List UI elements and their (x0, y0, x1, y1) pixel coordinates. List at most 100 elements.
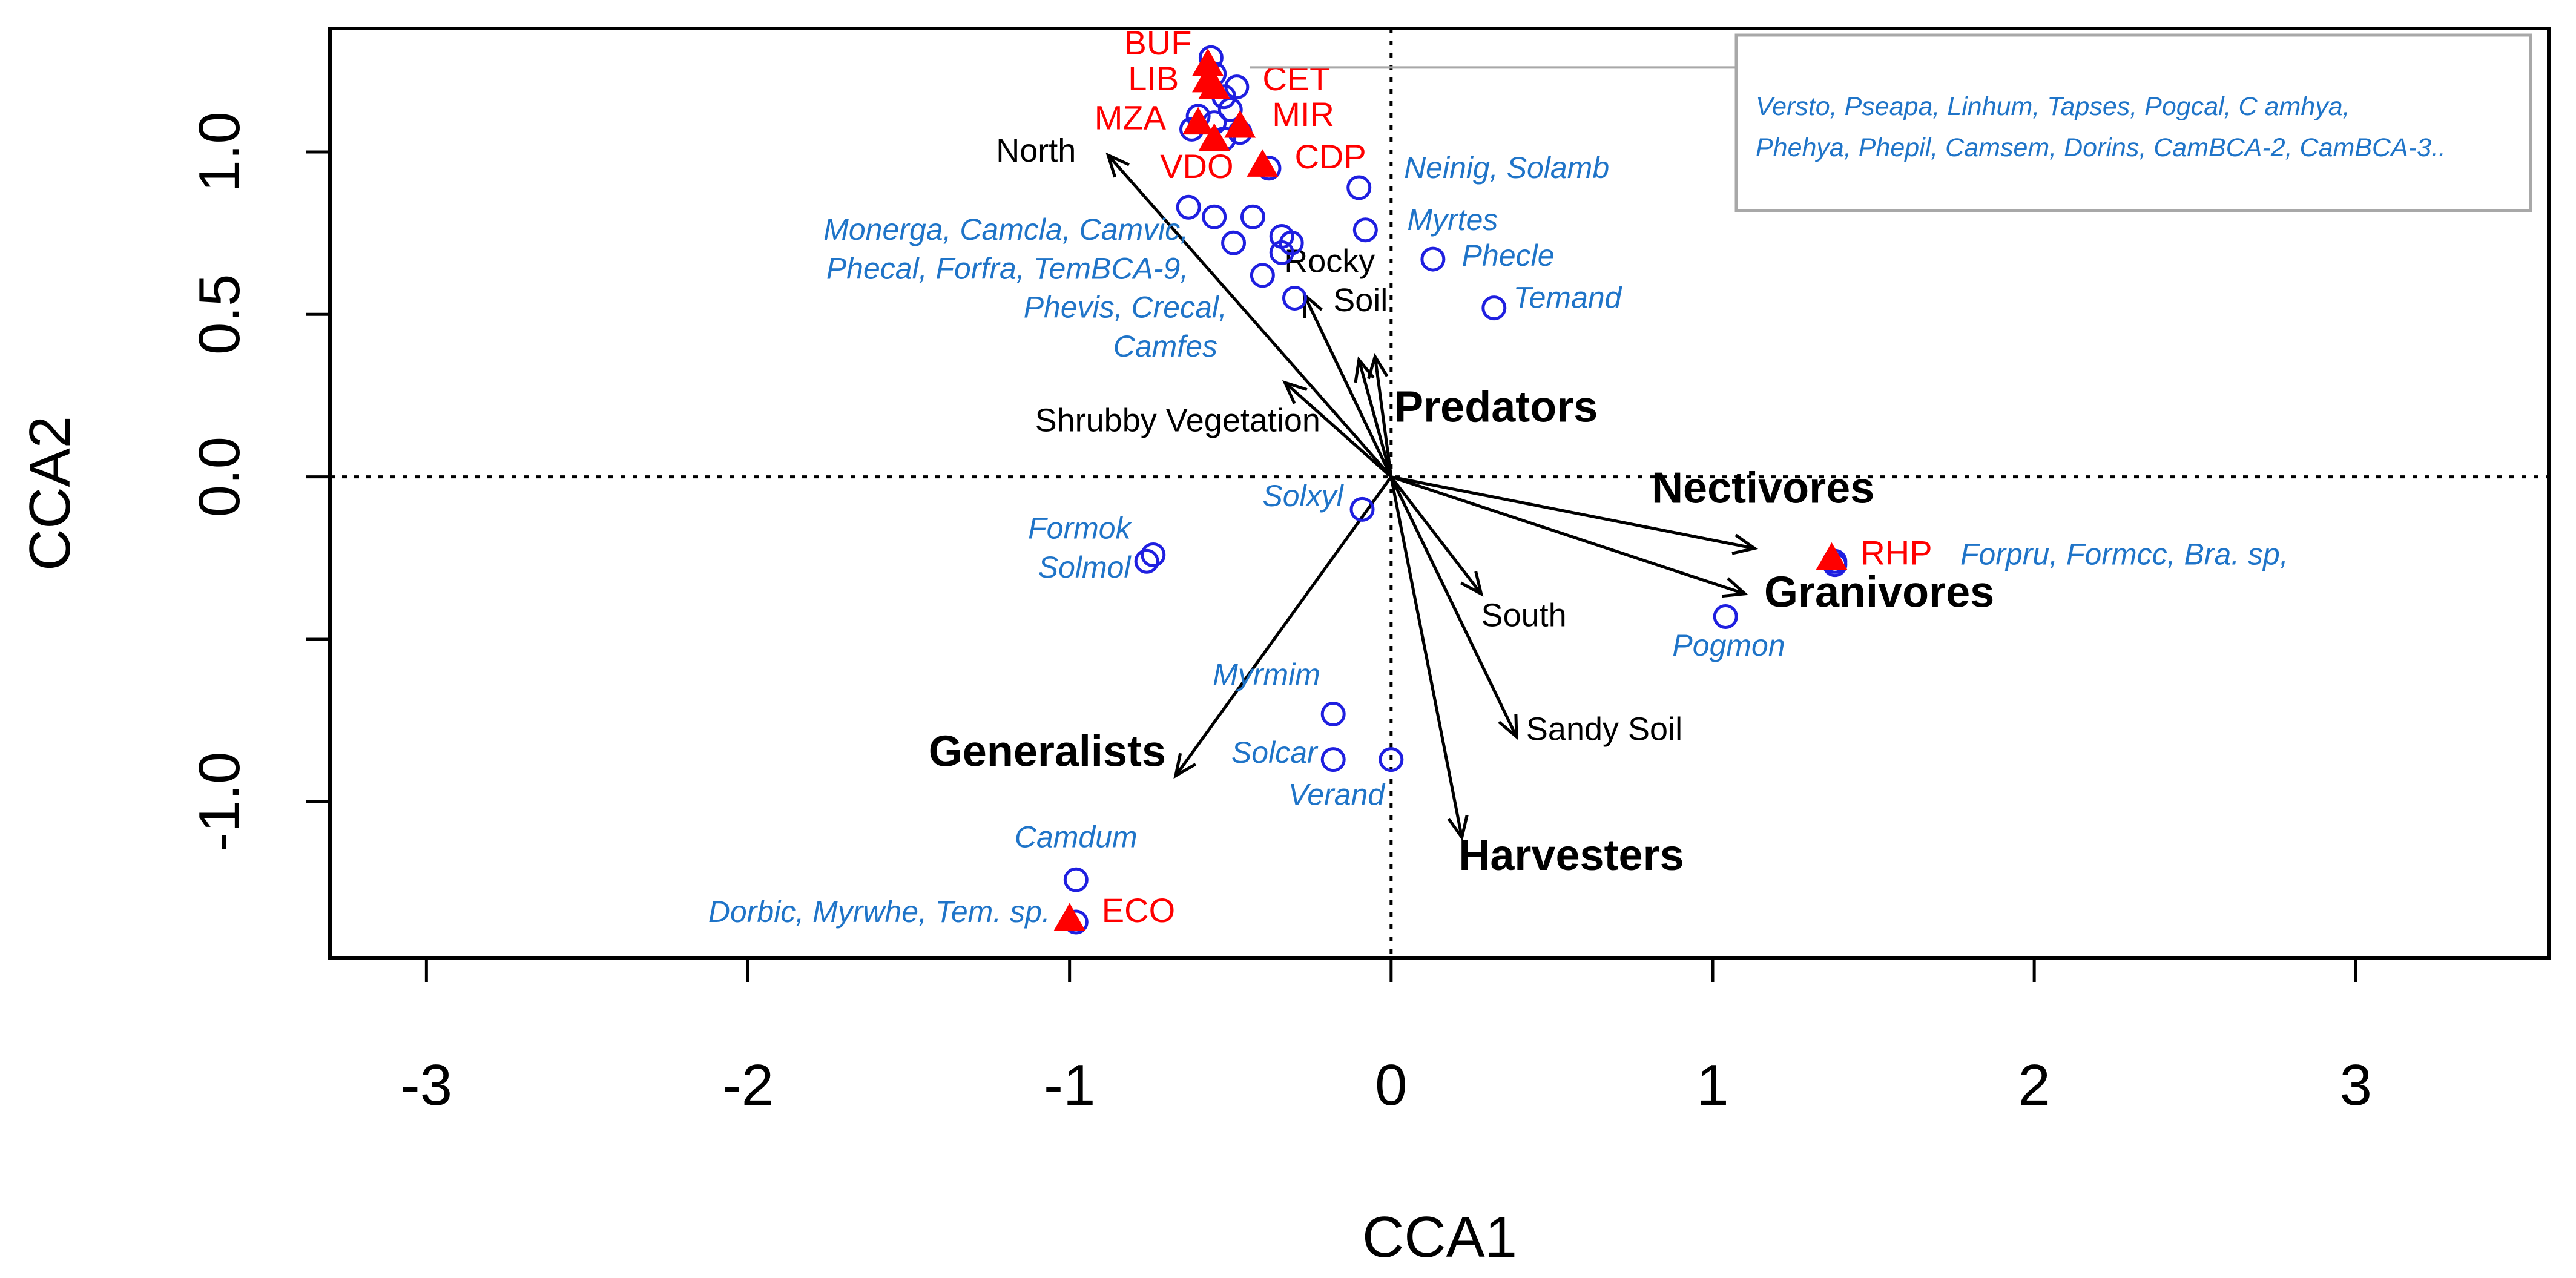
species-point (1250, 263, 1275, 288)
species-label: Forpru, Formcc, Bra. sp, (1960, 538, 2288, 571)
vector-label: North (996, 133, 1076, 169)
species-point (1379, 747, 1404, 772)
species-points (1063, 45, 1848, 935)
y-tick-label: 0.0 (187, 436, 252, 517)
species-point (1202, 204, 1227, 229)
legend-line: Versto, Pseapa, Linhum, Tapses, Pogcal, … (1756, 92, 2350, 121)
vector-label: Shrubby Vegetation (1035, 403, 1320, 439)
site-label: CET (1262, 59, 1330, 97)
axes: -3 -2 -1 0 1 2 3 -1.0 0.0 0.5 1.0 (187, 111, 2372, 1118)
arrow-head (1105, 152, 1130, 178)
site-label: LIB (1128, 59, 1179, 97)
species-legend-box: Versto, Pseapa, Linhum, Tapses, Pogcal, … (1250, 33, 2532, 212)
species-label: Neinig, Solamb (1404, 151, 1609, 185)
site-label: MZA (1095, 98, 1167, 136)
species-label: Myrtes (1407, 203, 1498, 237)
species-point (1282, 285, 1307, 311)
species-label: Myrmim (1213, 657, 1320, 691)
vector-label: Harvesters (1458, 831, 1684, 880)
arrow-head (1367, 353, 1389, 380)
species-label: Formok (1028, 512, 1132, 545)
site-point (1182, 107, 1214, 135)
x-tick-label: 2 (2018, 1053, 2050, 1118)
species-point (1349, 496, 1375, 522)
arrow-nectivores (1391, 475, 1755, 550)
x-axis-title: CCA1 (1362, 1205, 1517, 1270)
species-label: Dorbic, Myrwhe, Tem. sp. (708, 895, 1050, 929)
site-label: ECO (1102, 891, 1175, 929)
arrow-south (1389, 476, 1483, 595)
arrow-sandy-soil (1389, 476, 1518, 738)
species-point (1320, 701, 1346, 726)
arrow-north (1107, 154, 1392, 478)
x-tick-label: 3 (2340, 1053, 2372, 1118)
site-point (1192, 48, 1224, 76)
vector-label: Rocky (1284, 243, 1375, 280)
species-point (1420, 246, 1446, 272)
species-label: Monerga, Camcla, Camvic, (823, 212, 1188, 246)
x-tick-label: 1 (1696, 1053, 1728, 1118)
species-label: Phecal, Forfra, TemBCA-9, (826, 251, 1188, 285)
vector-label: Granivores (1764, 568, 1994, 616)
species-label: Phecle (1462, 239, 1555, 272)
arrow-head (1722, 577, 1748, 598)
species-point (1320, 747, 1346, 772)
species-label: Camdum (1015, 820, 1138, 854)
arrow-shrubby-vegetation (1283, 381, 1392, 478)
vector-label: Generalists (929, 727, 1166, 776)
site-point (1224, 110, 1256, 138)
arrow-head (1731, 533, 1759, 555)
site-label: MIR (1272, 95, 1334, 133)
vector-label: South (1481, 598, 1567, 634)
arrow-head (1282, 380, 1308, 404)
arrow-head (1460, 571, 1484, 597)
x-tick-label: 0 (1375, 1053, 1407, 1118)
site-point (1247, 149, 1279, 177)
species-label: Verand (1288, 778, 1386, 812)
vector-label: Predators (1394, 383, 1598, 431)
species-point (1481, 295, 1507, 321)
arrow-granivores (1391, 475, 1745, 596)
arrow-generalists (1174, 476, 1392, 777)
species-point (1346, 175, 1372, 200)
site-point (1053, 903, 1085, 931)
reference-lines (330, 28, 2549, 958)
x-tick-label: -1 (1044, 1053, 1095, 1118)
species-label: Phevis, Crecal, (1024, 291, 1227, 324)
species-label: Solmol (1038, 550, 1132, 584)
arrow-harvesters (1389, 476, 1464, 838)
species-point (1713, 604, 1738, 629)
species-point (1217, 97, 1243, 122)
species-point (1176, 194, 1201, 220)
arrow-rocky (1357, 359, 1393, 478)
species-label: Solcar (1231, 736, 1319, 769)
y-tick-label: -1.0 (187, 752, 252, 852)
site-label: RHP (1860, 534, 1932, 572)
vector-label: Nectivores (1652, 464, 1874, 513)
arrow-head (1447, 814, 1469, 842)
species-point (1269, 240, 1294, 265)
arrow-predators (1373, 356, 1393, 477)
x-tick-label: -3 (401, 1053, 452, 1118)
species-point (1352, 217, 1378, 243)
arrow-head (1173, 753, 1197, 779)
arrow-head (1498, 713, 1518, 740)
site-point (1198, 123, 1230, 151)
species-point (1240, 204, 1265, 229)
species-label: Temand (1514, 281, 1623, 315)
site-point (1198, 71, 1230, 99)
species-point (1134, 548, 1159, 574)
species-point (1141, 542, 1166, 567)
legend-line: Phehya, Phepil, Camsem, Dorins, CamBCA-2… (1756, 133, 2446, 162)
vector-label: Sandy Soil (1526, 711, 1682, 747)
species-label: Camfes (1113, 329, 1217, 363)
y-tick-label: 1.0 (187, 111, 252, 192)
arrow-head (1354, 356, 1375, 383)
species-label: Pogmon (1672, 628, 1785, 662)
y-tick-label: 0.5 (187, 274, 252, 355)
site-point (1816, 542, 1848, 570)
site-points (1053, 48, 1848, 931)
